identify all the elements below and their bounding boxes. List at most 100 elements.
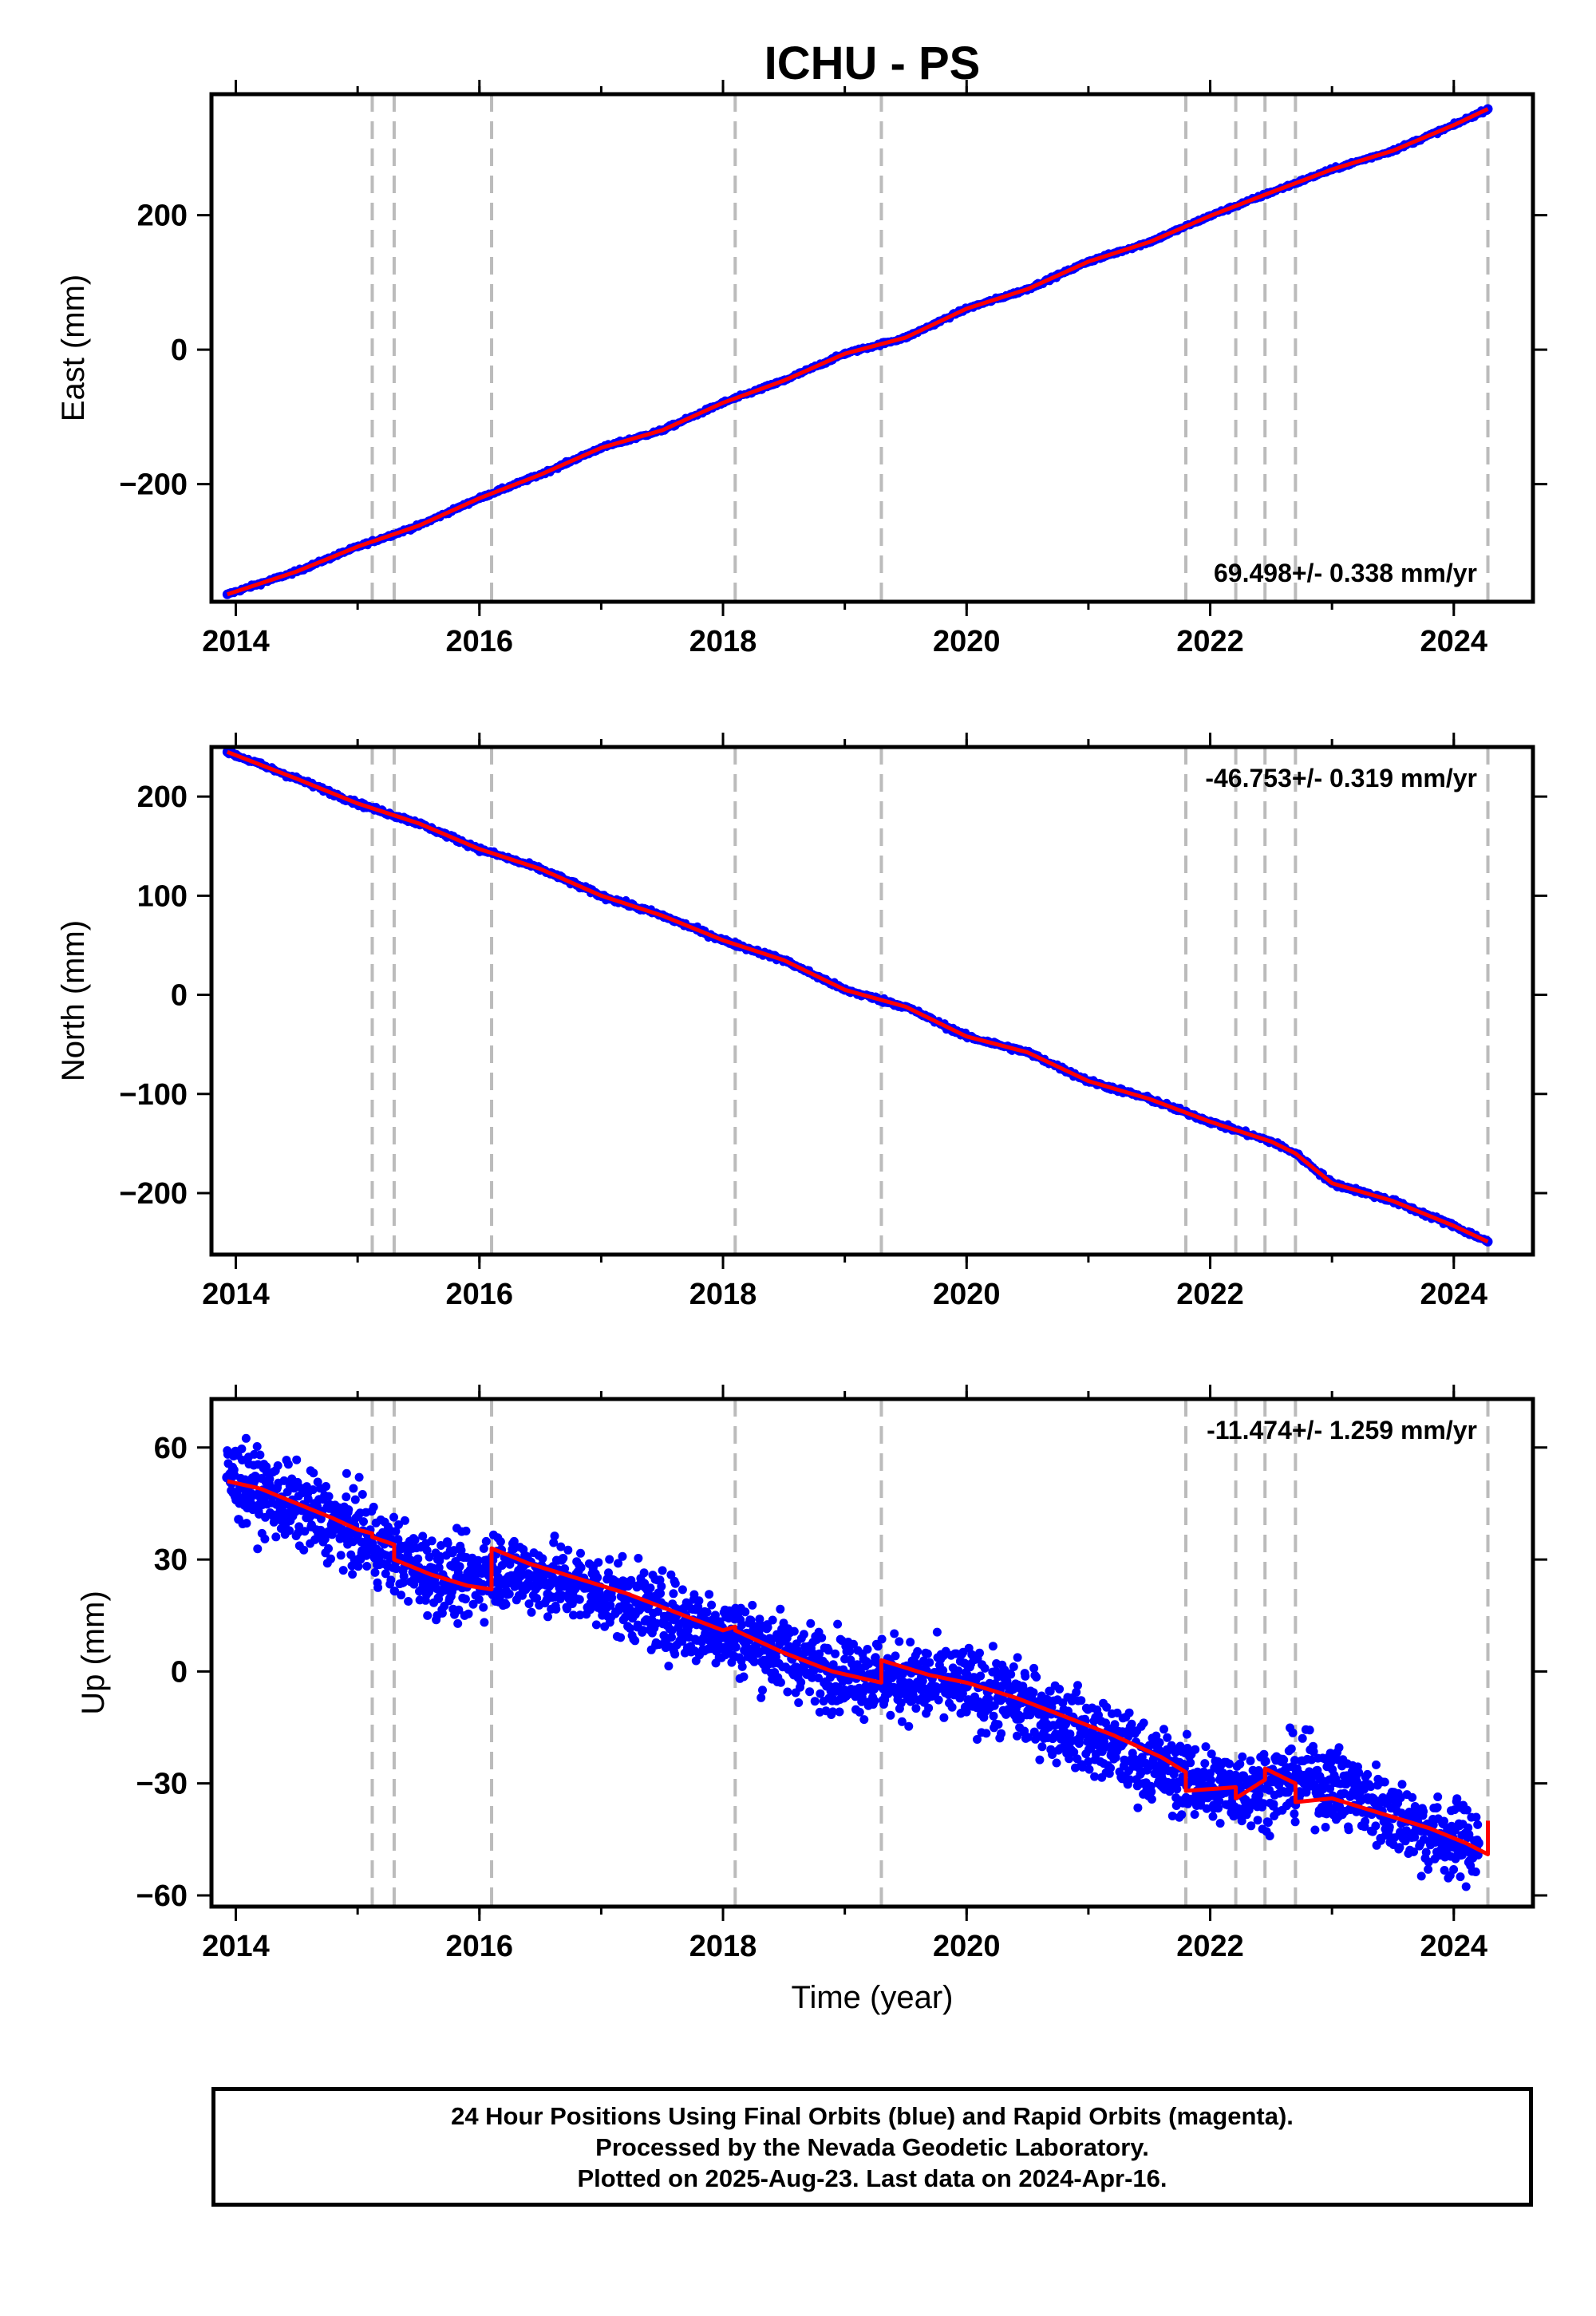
y-tick-label: 200 xyxy=(137,200,188,233)
data-point xyxy=(386,1575,396,1585)
data-point xyxy=(308,1485,318,1495)
model-line xyxy=(226,749,1489,1244)
data-point xyxy=(776,1678,785,1687)
data-point xyxy=(501,1599,511,1609)
data-point xyxy=(973,1735,982,1744)
data-point xyxy=(273,1461,282,1470)
data-point xyxy=(975,1648,984,1658)
x-tick-label: 2018 xyxy=(689,1278,757,1311)
data-point xyxy=(904,1721,914,1731)
data-point xyxy=(342,1468,351,1478)
data-point xyxy=(418,1531,428,1541)
data-point xyxy=(828,1660,838,1670)
data-point xyxy=(758,1686,767,1695)
data-point xyxy=(906,1638,915,1647)
data-point xyxy=(816,1689,825,1698)
data-point xyxy=(322,1482,330,1491)
data-point xyxy=(362,1562,372,1571)
data-point xyxy=(392,1564,401,1574)
data-point xyxy=(550,1531,559,1541)
data-point xyxy=(896,1698,906,1708)
data-point xyxy=(1032,1673,1041,1682)
data-point xyxy=(799,1630,808,1639)
rate-label: 69.498+/- 0.338 mm/yr xyxy=(1214,559,1477,587)
data-point xyxy=(767,1635,776,1645)
data-point xyxy=(989,1711,998,1721)
x-tick-label: 2020 xyxy=(933,625,1001,658)
data-point xyxy=(404,1597,413,1606)
data-point xyxy=(338,1566,348,1575)
data-point xyxy=(705,1590,714,1599)
data-point xyxy=(664,1662,674,1671)
data-point xyxy=(569,1611,578,1620)
data-point xyxy=(369,1502,378,1512)
plot-frame xyxy=(209,92,1535,604)
data-point xyxy=(669,1589,678,1599)
data-point xyxy=(551,1604,561,1614)
data-point xyxy=(947,1702,957,1712)
data-point xyxy=(710,1611,720,1620)
data-point xyxy=(990,1701,999,1710)
data-point xyxy=(731,1642,741,1652)
data-point xyxy=(890,1629,899,1638)
data-point xyxy=(755,1614,764,1624)
data-point xyxy=(422,1546,432,1555)
data-point xyxy=(984,1694,994,1704)
data-point xyxy=(938,1666,948,1675)
data-point xyxy=(768,1615,777,1625)
data-point xyxy=(354,1562,363,1571)
data-point xyxy=(324,1543,333,1553)
data-point xyxy=(658,1566,667,1575)
data-point xyxy=(265,1474,275,1484)
data-point xyxy=(455,1562,464,1571)
data-point xyxy=(344,1505,354,1515)
plot-frame xyxy=(209,745,1535,1257)
data-point xyxy=(456,1546,466,1555)
data-point xyxy=(626,1624,635,1633)
data-point xyxy=(626,1575,636,1585)
data-point xyxy=(891,1651,900,1661)
data-point xyxy=(805,1687,815,1697)
data-point xyxy=(1021,1671,1030,1681)
data-point xyxy=(997,1729,1006,1738)
data-point xyxy=(468,1599,478,1609)
data-point xyxy=(594,1558,603,1567)
data-point xyxy=(399,1571,409,1581)
data-point xyxy=(689,1590,699,1599)
x-tick-label: 2016 xyxy=(446,625,514,658)
data-point xyxy=(814,1674,823,1682)
data-point xyxy=(359,1517,368,1527)
data-point xyxy=(763,1622,772,1632)
y-tick-label: 0 xyxy=(171,979,188,1013)
data-point xyxy=(678,1585,687,1595)
data-point xyxy=(563,1545,573,1555)
data-point xyxy=(614,1559,623,1568)
data-point xyxy=(434,1563,444,1572)
y-tick-label: −200 xyxy=(119,468,188,502)
data-point xyxy=(524,1599,534,1609)
data-point xyxy=(633,1620,642,1630)
y-axis-label: East (mm) xyxy=(56,275,91,421)
y-tick-label: 100 xyxy=(137,879,188,913)
x-tick-label: 2024 xyxy=(1420,625,1488,658)
data-point xyxy=(397,1591,406,1600)
data-point xyxy=(300,1527,310,1536)
data-point xyxy=(505,1559,515,1569)
data-point xyxy=(271,1532,281,1542)
data-point xyxy=(496,1537,505,1547)
data-point xyxy=(748,1600,757,1610)
data-point xyxy=(391,1527,401,1536)
data-point xyxy=(895,1637,904,1646)
data-point xyxy=(390,1587,400,1596)
data-point xyxy=(899,1669,908,1678)
data-point xyxy=(479,1603,488,1612)
data-point xyxy=(737,1662,747,1671)
data-point xyxy=(776,1604,785,1614)
model-line xyxy=(227,107,1489,597)
data-point xyxy=(591,1620,601,1630)
data-point xyxy=(437,1541,446,1550)
data-point xyxy=(746,1615,756,1625)
data-point xyxy=(437,1608,447,1618)
data-point xyxy=(886,1710,895,1720)
